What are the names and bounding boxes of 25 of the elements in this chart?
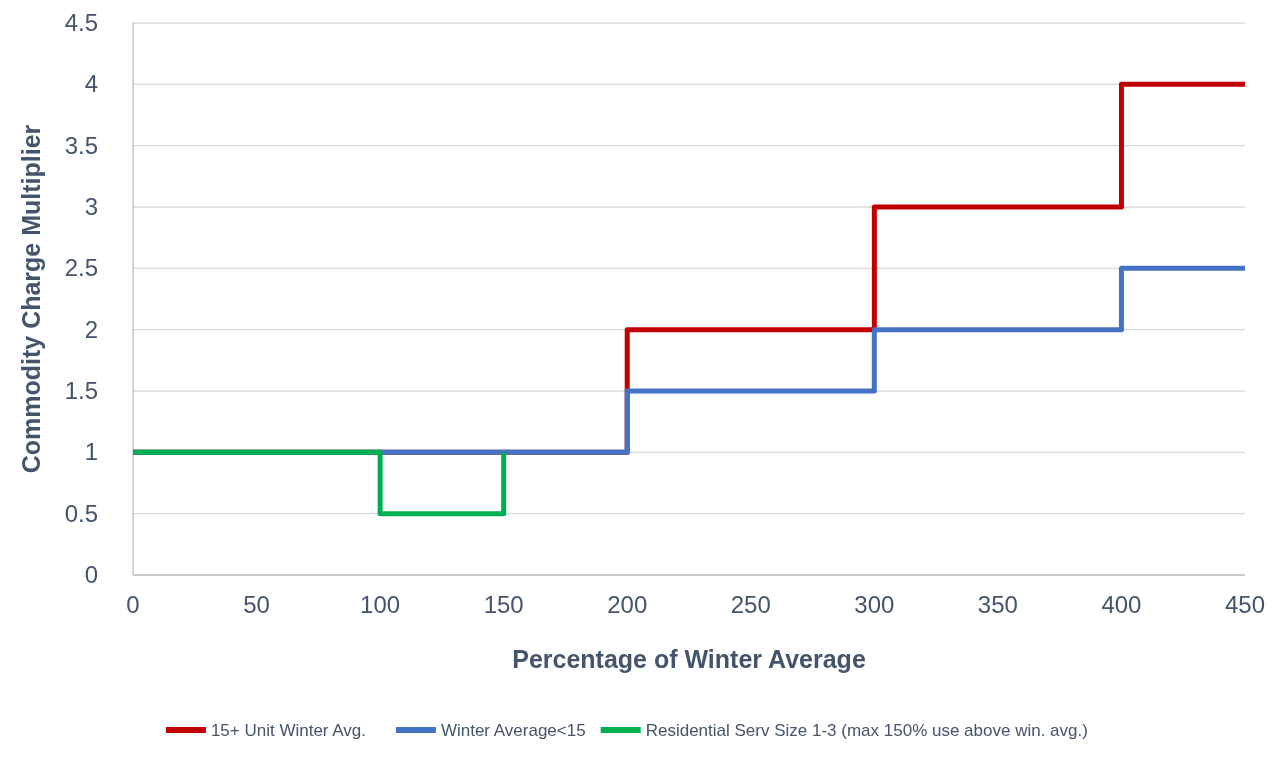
y-tick-label: 1.5 xyxy=(64,377,98,404)
x-tick-label: 300 xyxy=(854,591,895,618)
y-tick-label: 4 xyxy=(84,70,98,98)
x-axis-title: Percentage of Winter Average xyxy=(512,645,866,673)
x-tick-label: 350 xyxy=(977,591,1018,618)
y-tick-label: 4.5 xyxy=(64,9,98,36)
x-tick-label: 200 xyxy=(607,591,648,618)
legend-label: Winter Average<15 xyxy=(440,721,586,740)
x-tick-label: 150 xyxy=(483,591,524,618)
y-tick-label: 3 xyxy=(84,193,98,220)
y-tick-label: 3.5 xyxy=(64,131,98,159)
x-tick-label: 0 xyxy=(126,591,140,618)
legend-label: 15+ Unit Winter Avg. xyxy=(210,721,367,740)
y-axis-title: Commodity Charge Multiplier xyxy=(17,124,45,474)
x-tick-label: 100 xyxy=(360,591,401,618)
y-tick-label: 1 xyxy=(84,438,98,466)
x-tick-label: 50 xyxy=(243,591,270,618)
x-tick-label: 400 xyxy=(1101,591,1142,618)
x-tick-label: 450 xyxy=(1224,591,1266,618)
y-tick-label: 2 xyxy=(84,315,98,343)
y-tick-label: 0 xyxy=(84,561,98,588)
y-tick-label: 0.5 xyxy=(64,499,98,527)
x-tick-label: 250 xyxy=(730,591,771,618)
y-tick-label: 2.5 xyxy=(64,254,98,282)
legend-label: Residential Serv Size 1-3 (max 150% use above win. avg.) xyxy=(645,721,1088,740)
